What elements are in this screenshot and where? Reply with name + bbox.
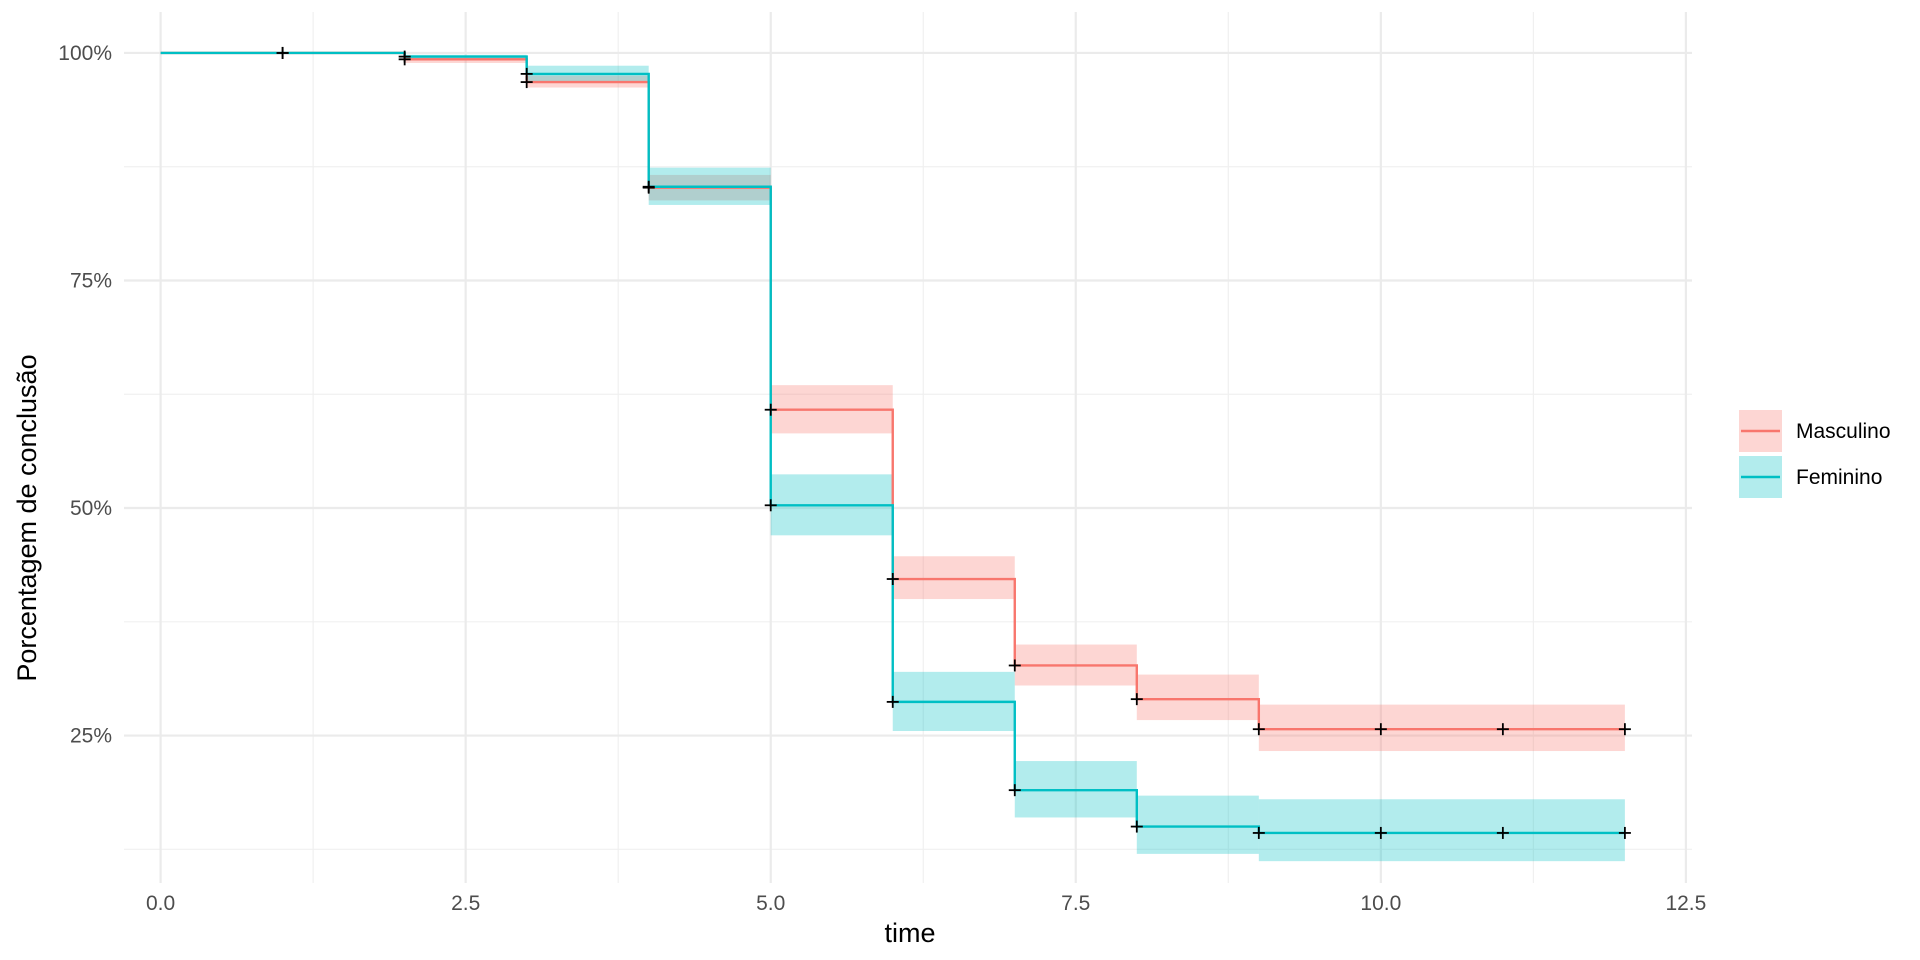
censor-mark: [764, 499, 777, 512]
x-tick-label: 5.0: [756, 892, 785, 915]
censor-mark: [642, 180, 655, 193]
censor-mark: [1496, 826, 1509, 839]
ci-band-feminino: [1136, 795, 1259, 854]
censor-mark: [886, 695, 899, 708]
legend-label: Masculino: [1796, 420, 1891, 443]
ci-band-masculino: [1258, 704, 1625, 752]
ci-band-feminino: [1258, 799, 1625, 862]
x-axis-title: time: [884, 918, 935, 948]
y-tick-label: 25%: [70, 725, 112, 748]
grid-minor: [124, 12, 1692, 883]
y-axis-title: Porcentagem de conclusão: [12, 354, 42, 681]
y-axis-ticks: 25% 50% 75% 100%: [58, 42, 112, 748]
censor-mark: [1008, 659, 1021, 672]
censor-mark: [1374, 723, 1387, 736]
x-axis-ticks: 0.0 2.5 5.0 7.5 10.0 12.5: [146, 892, 1706, 915]
ci-band-masculino: [1136, 674, 1259, 721]
censor-mark: [1130, 820, 1143, 833]
censor-mark: [1374, 826, 1387, 839]
legend-key-masculino: [1739, 410, 1782, 452]
x-tick-label: 2.5: [451, 892, 480, 915]
censor-mark: [276, 46, 289, 59]
censor-mark: [520, 67, 533, 80]
censor-mark: [1252, 723, 1265, 736]
ci-band-masculino: [892, 556, 1015, 600]
censor-mark: [1496, 723, 1509, 736]
legend-label: Feminino: [1796, 466, 1882, 489]
censor-mark: [764, 403, 777, 416]
censor-marks: [276, 46, 1631, 839]
x-tick-label: 7.5: [1061, 892, 1090, 915]
censor-mark: [398, 50, 411, 63]
x-tick-label: 0.0: [146, 892, 175, 915]
legend: Masculino Feminino: [1739, 410, 1891, 498]
y-tick-label: 50%: [70, 497, 112, 520]
y-tick-label: 75%: [70, 269, 112, 292]
censor-mark: [1130, 693, 1143, 706]
censor-mark: [886, 573, 899, 586]
x-tick-label: 10.0: [1360, 892, 1401, 915]
y-tick-label: 100%: [58, 42, 112, 65]
censor-mark: [1252, 826, 1265, 839]
x-tick-label: 12.5: [1665, 892, 1706, 915]
censor-mark: [1618, 723, 1631, 736]
legend-key-feminino: [1739, 456, 1782, 498]
censor-mark: [1008, 784, 1021, 797]
censor-mark: [1618, 826, 1631, 839]
